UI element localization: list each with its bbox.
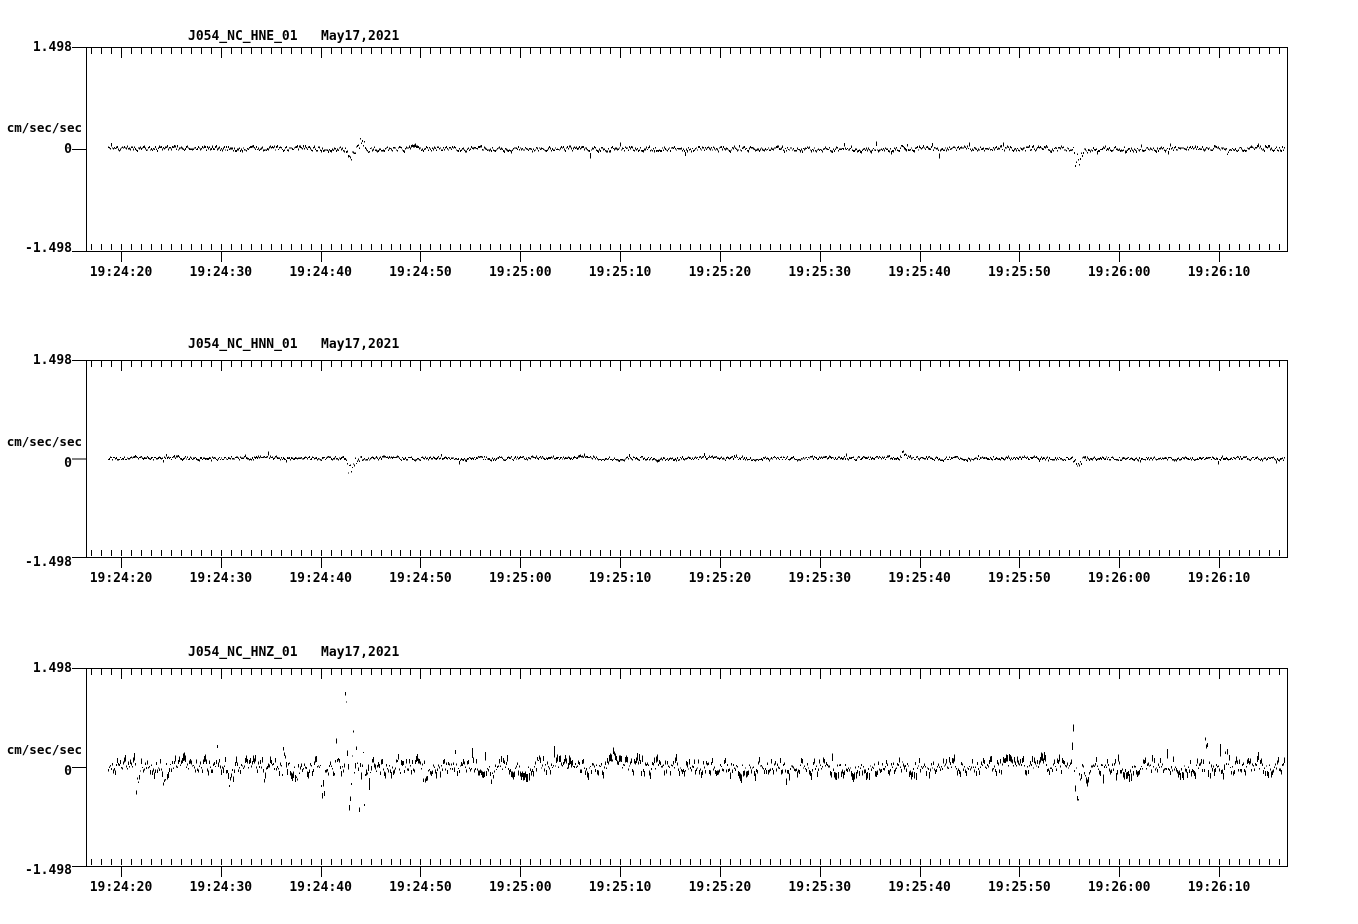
plot-area-hnz — [72, 667, 1289, 877]
xtick-label: 19:24:30 — [189, 571, 253, 586]
xtick-label: 19:24:20 — [89, 571, 153, 586]
xtick-label: 19:24:40 — [289, 265, 352, 280]
xtick-label: 19:24:20 — [89, 880, 153, 895]
xtick-label: 19:25:20 — [688, 571, 752, 586]
plot-frame — [85, 359, 1289, 559]
xtick-label: 19:25:30 — [788, 265, 852, 280]
xtick-label: 19:25:40 — [888, 265, 951, 280]
xtick-label: 19:25:40 — [888, 880, 951, 895]
ytick-zero-hne: 0 — [64, 142, 72, 157]
ytick-top-hne: 1.498 — [32, 40, 72, 55]
panel-title-hnz: J054_NC_HNZ_01 May17,2021 — [188, 645, 400, 660]
xtick-label: 19:25:00 — [488, 571, 552, 586]
ytick-zero-hnn: 0 — [64, 456, 72, 471]
xtick-label: 19:24:50 — [389, 265, 452, 280]
xtick-label: 19:24:30 — [189, 880, 253, 895]
panel-hne: J054_NC_HNE_01 May17,2021 1.498 cm/sec/s… — [0, 0, 1358, 310]
xtick-label: 19:26:10 — [1187, 265, 1251, 280]
xtick-label: 19:24:40 — [289, 571, 352, 586]
ytick-bottom-hnz: -1.498 — [25, 863, 72, 878]
xtick-label: 19:24:50 — [389, 571, 452, 586]
waveform-trace — [108, 691, 1285, 813]
axis-ticks — [90, 48, 1281, 262]
xtick-label: 19:25:30 — [788, 880, 852, 895]
yaxis-unit-hne: cm/sec/sec — [6, 120, 82, 135]
xtick-label: 19:26:10 — [1187, 571, 1251, 586]
xtick-label: 19:25:10 — [588, 880, 652, 895]
xtick-label: 19:26:00 — [1087, 571, 1151, 586]
yaxis-limit-ticks — [72, 667, 86, 868]
axis-ticks — [90, 361, 1281, 568]
ytick-top-hnn: 1.498 — [32, 353, 72, 368]
waveform-trace — [108, 450, 1285, 474]
ytick-bottom-hne: -1.498 — [25, 241, 72, 256]
xtick-label: 19:25:50 — [988, 571, 1051, 586]
xtick-label: 19:24:30 — [189, 265, 253, 280]
xtick-label: 19:25:40 — [888, 571, 951, 586]
ytick-zero-hnz: 0 — [64, 764, 72, 779]
xtick-label: 19:25:00 — [488, 265, 552, 280]
xtick-label: 19:25:20 — [688, 880, 752, 895]
panel-title-hnn: J054_NC_HNN_01 May17,2021 — [188, 337, 400, 352]
panel-title-hne: J054_NC_HNE_01 May17,2021 — [188, 29, 400, 44]
yaxis-limit-ticks — [72, 359, 86, 559]
xtick-label: 19:25:30 — [788, 571, 852, 586]
xtick-label: 19:25:10 — [588, 265, 652, 280]
yaxis-limit-ticks — [72, 46, 86, 253]
panel-hnn: J054_NC_HNN_01 May17,2021 1.498 cm/sec/s… — [0, 308, 1358, 618]
xtick-label: 19:26:00 — [1087, 880, 1151, 895]
xtick-label: 19:26:00 — [1087, 265, 1151, 280]
xtick-label: 19:25:50 — [988, 265, 1051, 280]
xtick-label: 19:26:10 — [1187, 880, 1251, 895]
xtick-label: 19:25:20 — [688, 265, 752, 280]
waveform-trace — [108, 138, 1285, 168]
plot-area-hnn — [72, 359, 1289, 568]
ytick-top-hnz: 1.498 — [32, 661, 72, 676]
xtick-label: 19:24:40 — [289, 880, 352, 895]
plot-frame — [85, 46, 1289, 253]
ytick-bottom-hnn: -1.498 — [25, 555, 72, 570]
xtick-label: 19:24:20 — [89, 265, 153, 280]
yaxis-unit-hnz: cm/sec/sec — [6, 742, 82, 757]
panel-hnz: J054_NC_HNZ_01 May17,2021 1.498 cm/sec/s… — [0, 616, 1358, 924]
xtick-label: 19:24:50 — [389, 880, 452, 895]
xtick-label: 19:25:00 — [488, 880, 552, 895]
xtick-label: 19:25:50 — [988, 880, 1051, 895]
axis-ticks — [90, 669, 1281, 877]
xtick-label: 19:25:10 — [588, 571, 652, 586]
plot-frame — [85, 667, 1289, 868]
plot-area-hne — [72, 46, 1289, 262]
yaxis-unit-hnn: cm/sec/sec — [6, 434, 82, 449]
